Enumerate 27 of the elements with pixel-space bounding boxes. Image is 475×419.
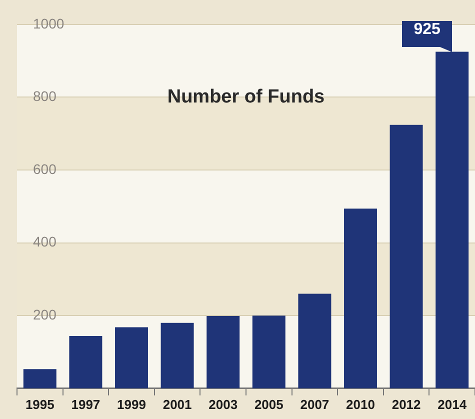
x-tick-label: 2001 xyxy=(162,396,192,412)
x-tick-label: 2005 xyxy=(254,396,284,412)
bar xyxy=(252,316,286,388)
y-tick-label: 800 xyxy=(33,88,57,104)
x-tick-label: 1997 xyxy=(71,396,100,412)
x-tick-label: 2012 xyxy=(392,396,421,412)
x-tick-label: 1995 xyxy=(25,396,54,412)
x-tick-label: 1999 xyxy=(117,396,146,412)
bar xyxy=(160,322,194,388)
y-tick-label: 200 xyxy=(33,306,57,322)
x-tick-label: 2014 xyxy=(438,396,468,412)
y-tick-label: 1000 xyxy=(33,15,64,32)
data-label: 925 xyxy=(412,20,442,40)
x-tick-label: 2010 xyxy=(346,396,375,412)
bar xyxy=(206,316,240,388)
y-tick-label: 600 xyxy=(33,160,57,177)
bar xyxy=(436,52,469,388)
text: Number of Funds xyxy=(167,86,325,108)
bar xyxy=(69,336,102,388)
x-tick-label: 2007 xyxy=(300,396,330,412)
bar xyxy=(298,294,332,388)
bar xyxy=(23,369,56,388)
bar xyxy=(115,327,148,388)
bar xyxy=(390,124,423,388)
x-tick-label: 2003 xyxy=(208,396,238,412)
bar xyxy=(344,208,377,388)
y-tick-label: 400 xyxy=(33,234,57,250)
